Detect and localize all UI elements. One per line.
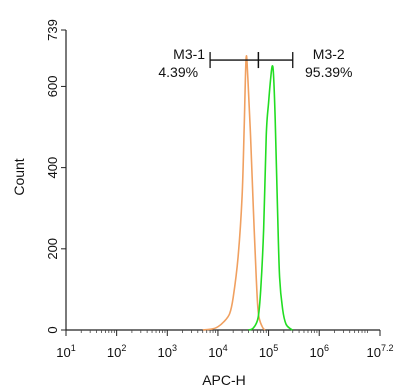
gate-percent: 4.39% <box>158 64 198 80</box>
gate-label: M3-2 <box>313 46 345 62</box>
x-axis-ticks: 101 102 103 104 105 106 107.2 <box>56 330 393 360</box>
x-tick-label: 107.2 <box>367 343 394 360</box>
x-tick-label: 101 <box>56 343 75 360</box>
y-tick-label: 739 <box>45 19 60 41</box>
series-curve <box>248 65 294 331</box>
y-tick-label: 0 <box>45 326 60 333</box>
gate-layer: M3-1 4.39% M3-2 95.39% <box>158 46 352 80</box>
series-curve <box>202 55 266 331</box>
y-tick-label: 600 <box>45 76 60 98</box>
x-tick-label: 103 <box>158 343 177 360</box>
x-tick-label: 105 <box>259 343 278 360</box>
y-axis-ticks: 0 200 400 600 739 <box>45 19 66 334</box>
x-tick-label: 102 <box>107 343 126 360</box>
y-tick-label: 200 <box>45 238 60 260</box>
x-axis-title: APC-H <box>202 372 246 388</box>
x-tick-label: 104 <box>208 343 227 360</box>
plot-frame <box>65 30 380 331</box>
x-tick-label: 106 <box>309 343 328 360</box>
gate-percent: 95.39% <box>305 64 352 80</box>
series-layer <box>202 55 294 331</box>
y-axis-title: Count <box>11 158 27 195</box>
gate-label: M3-1 <box>173 46 205 62</box>
y-tick-label: 400 <box>45 157 60 179</box>
